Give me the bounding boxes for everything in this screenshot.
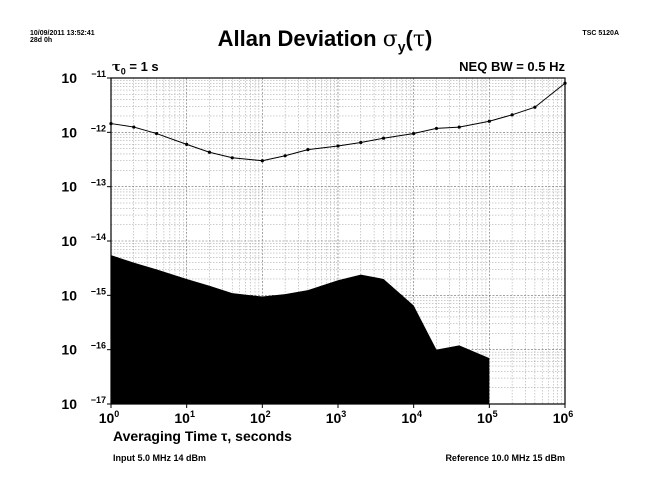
y-tick-label: 10 −17	[61, 395, 106, 412]
title-text: Allan Deviation	[217, 26, 383, 51]
title-subscript: y	[397, 38, 406, 55]
y-tick-label: 10 −12	[61, 123, 106, 140]
tau0-symbol: τ	[112, 60, 121, 75]
data-point	[487, 119, 491, 123]
input-info-label: Input 5.0 MHz 14 dBm	[113, 453, 207, 463]
timestamp-label: 10/09/2011 13:52:41	[30, 30, 95, 37]
data-point	[359, 140, 363, 145]
model-label: TSC 5120A	[582, 30, 619, 37]
y-tick-label: 10 −13	[61, 178, 106, 195]
data-point	[185, 142, 189, 146]
data-point	[457, 125, 461, 129]
x-tick-label: 103	[326, 409, 347, 426]
y-tick-label: 10 −11	[61, 69, 106, 86]
title-tau: τ	[412, 27, 426, 52]
data-point	[154, 131, 159, 136]
data-point	[412, 131, 416, 136]
tau0-annotation: τ0 = 1 s	[112, 59, 159, 77]
chart-title: Allan Deviation σy(τ)	[0, 26, 650, 54]
data-layer	[109, 81, 567, 404]
y-tick-label: 10 −14	[61, 232, 106, 249]
x-tick-label: 106	[553, 409, 574, 426]
title-paren-close: )	[425, 26, 433, 51]
data-point	[306, 148, 310, 152]
title-sigma: σ	[382, 27, 398, 52]
x-tick-label: 101	[174, 409, 195, 426]
duration-label: 28d 0h	[30, 37, 53, 44]
noise-floor-area	[111, 255, 490, 404]
x-axis-label: Averaging Time τ, seconds	[113, 428, 292, 444]
data-point	[283, 154, 287, 158]
title-paren-open: (	[405, 26, 413, 51]
data-point	[533, 105, 537, 109]
data-point	[207, 150, 212, 154]
data-point	[260, 159, 264, 163]
reference-info-label: Reference 10.0 MHz 15 dBm	[445, 453, 565, 463]
x-tick-label: 100	[99, 409, 120, 426]
data-point	[336, 144, 340, 148]
y-tick-label: 10 −15	[61, 286, 106, 303]
tick-label-layer: 100 101 102 103 104 105 106 10 −11 10 −12 10 −13 10 −1…	[61, 69, 573, 426]
x-tick-label: 105	[477, 409, 498, 426]
data-point	[510, 113, 514, 117]
y-tick-label: 10 −16	[61, 341, 106, 358]
data-point	[132, 125, 136, 129]
x-tick-label: 102	[250, 409, 271, 426]
axis-layer	[107, 77, 566, 408]
tau0-value: = 1 s	[125, 59, 159, 74]
x-tick-label: 104	[401, 409, 422, 426]
data-point	[381, 136, 386, 140]
data-point	[434, 126, 439, 131]
neq-bw-annotation: NEQ BW = 0.5 Hz	[459, 59, 565, 74]
data-point	[230, 156, 234, 160]
tau0-subscript: 0	[120, 66, 126, 77]
